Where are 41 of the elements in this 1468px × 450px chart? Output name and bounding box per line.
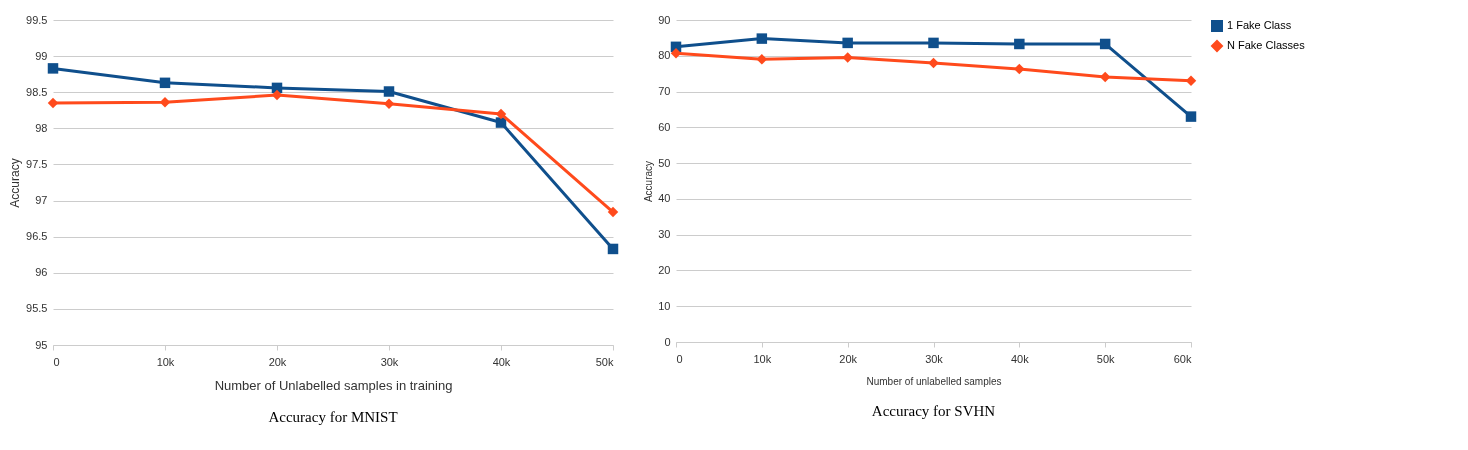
x-tick-label: 0 (53, 355, 60, 368)
x-axis-title: Number of unlabelled samples (866, 375, 1002, 387)
x-tick-label: 40k (492, 355, 511, 368)
y-tick-label: 60 (658, 120, 671, 133)
y-tick-label: 97 (35, 194, 48, 207)
y-tick-label: 10 (658, 299, 671, 312)
y-tick-label: 98 (35, 121, 48, 134)
y-tick-label: 98.5 (26, 85, 48, 98)
y-tick-label: 90 (658, 13, 671, 26)
x-axis-title: Number of Unlabelled samples in training (214, 377, 453, 393)
x-tick-label: 10k (156, 355, 175, 368)
y-tick-label: 99 (35, 49, 48, 62)
y-tick-label: 80 (658, 49, 671, 62)
x-tick-label: 20k (839, 352, 858, 365)
x-tick-label: 30k (380, 355, 399, 368)
x-tick-label: 50k (1096, 352, 1116, 365)
text: Accuracy for MNIST (268, 409, 398, 425)
x-tick-label: 10k (753, 352, 772, 365)
y-tick-label: 30 (658, 228, 671, 241)
y-tick-label: 96 (35, 266, 48, 279)
y-axis-title: Accuracy (8, 158, 23, 208)
y-tick-label: 96.5 (26, 230, 48, 243)
x-tick-label: 40k (1010, 352, 1030, 365)
legend-label: 1 Fake Class (1227, 19, 1292, 31)
y-tick-label: 95 (35, 338, 48, 351)
y-tick-label: 70 (658, 85, 671, 98)
y-tick-label: 20 (658, 263, 671, 276)
y-tick-label: 50 (658, 156, 671, 169)
legend-label: N Fake Classes (1227, 39, 1306, 51)
x-tick-label: 30k (925, 352, 944, 365)
y-tick-label: 99.5 (26, 13, 48, 26)
y-axis-title: Accuracy (643, 160, 655, 203)
x-tick-label: 0 (676, 352, 683, 365)
x-tick-label: 60k (1173, 352, 1192, 365)
y-tick-label: 0 (664, 335, 671, 348)
y-tick-label: 40 (658, 192, 671, 205)
text: Accuracy for SVHN (871, 403, 996, 419)
y-tick-label: 97.5 (26, 157, 48, 170)
y-tick-label: 95.5 (26, 302, 48, 315)
x-tick-label: 20k (268, 355, 287, 368)
x-tick-label: 50k (595, 355, 614, 368)
